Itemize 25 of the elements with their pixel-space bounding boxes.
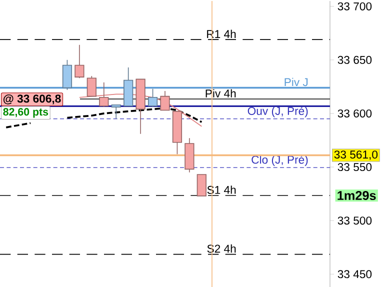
y-tick-label: 33 550 — [338, 163, 372, 172]
text: 1m29s — [338, 191, 376, 200]
candlestick — [86, 76, 96, 97]
y-tick-label: 33 600 — [338, 109, 372, 118]
ref-line-label: S2 4h — [207, 244, 236, 253]
y-tick-label: 33 450 — [338, 270, 372, 278]
candlestick — [160, 90, 170, 111]
candlestick — [74, 44, 84, 79]
y-tick-label: 33 650 — [338, 56, 372, 64]
candlestick — [148, 88, 158, 108]
annotation: @ 33 606,8 — [4, 94, 61, 104]
ref-line-label: Piv 4h — [206, 89, 236, 98]
y-tick-label: 33 500 — [338, 216, 372, 225]
ref-line-label: Piv J — [284, 78, 308, 86]
candlestick — [111, 104, 121, 120]
ref-line-label: Ouv (J, Pré) — [248, 106, 308, 118]
ref-line-label: Clo (J, Pré) — [252, 155, 308, 166]
annotation: 82,60 pts — [3, 108, 48, 118]
candlestick — [99, 82, 109, 108]
text: 33 561,0 — [334, 150, 378, 160]
ref-line-label: S1 4h — [207, 186, 236, 194]
candlestick — [196, 174, 206, 196]
candlestick — [62, 60, 72, 90]
y-tick-label: 33 700 — [338, 2, 372, 10]
ref-line-label: R1 4h — [207, 30, 236, 38]
